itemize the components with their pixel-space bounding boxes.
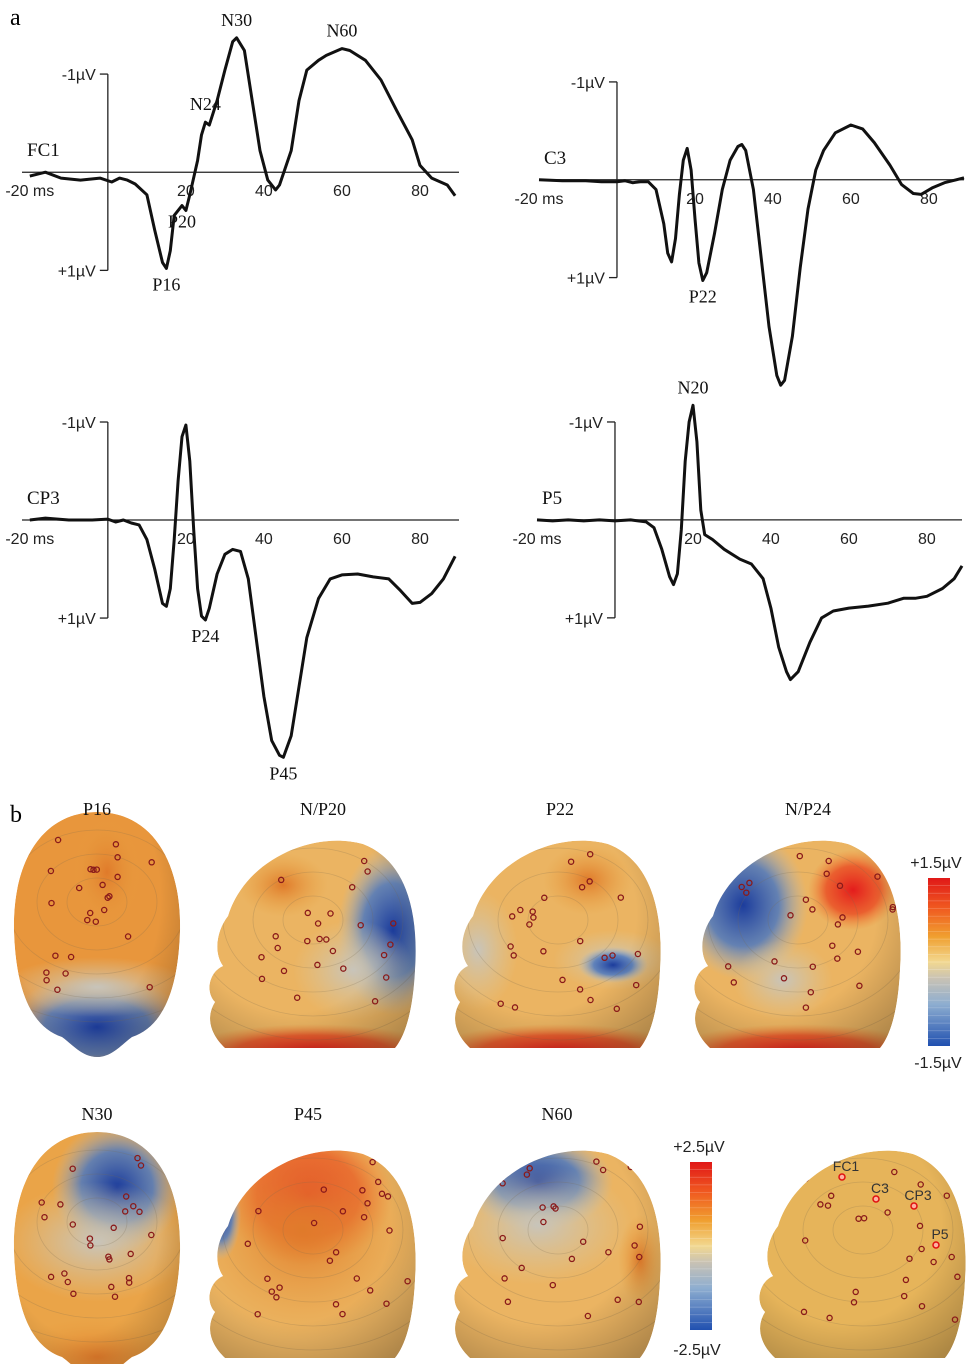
x-tick-label: 40 bbox=[255, 183, 273, 200]
head-shade bbox=[454, 1151, 660, 1358]
x-tick-label: -20 ms bbox=[515, 191, 564, 208]
y-tick-label: -1µV bbox=[62, 67, 96, 84]
channel-label: CP3 bbox=[27, 488, 60, 509]
map-title: P22 bbox=[546, 799, 574, 819]
x-tick-label: 60 bbox=[840, 531, 858, 548]
peak-label: N20 bbox=[677, 377, 708, 397]
y-tick-label: -1µV bbox=[571, 75, 605, 92]
x-tick-label: 20 bbox=[177, 531, 195, 548]
x-tick-label: 80 bbox=[411, 531, 429, 548]
x-tick-label: 60 bbox=[842, 191, 860, 208]
y-tick-label: +1µV bbox=[565, 611, 603, 628]
peak-label: N24 bbox=[190, 94, 221, 114]
panel-label: a bbox=[10, 5, 21, 31]
peak-label: N60 bbox=[326, 21, 357, 41]
x-tick-label: -20 ms bbox=[5, 183, 54, 200]
peak-label: P16 bbox=[152, 274, 180, 294]
x-tick-label: 80 bbox=[411, 183, 429, 200]
head-map bbox=[163, 1110, 463, 1358]
x-tick-label: 40 bbox=[762, 531, 780, 548]
peak-label: N30 bbox=[221, 10, 252, 30]
map-title: N30 bbox=[82, 1104, 113, 1124]
channel-label: FC1 bbox=[27, 140, 60, 161]
head-surface bbox=[713, 1110, 966, 1358]
head-surface bbox=[408, 1110, 708, 1358]
y-tick-label: +1µV bbox=[58, 263, 96, 280]
y-tick-label: +1µV bbox=[567, 271, 605, 288]
x-tick-label: 20 bbox=[684, 531, 702, 548]
peak-label: P22 bbox=[689, 287, 717, 307]
electrode-highlight bbox=[839, 1174, 845, 1180]
electrode-highlight bbox=[933, 1242, 939, 1248]
channel-label: P5 bbox=[542, 488, 562, 509]
head-map bbox=[0, 1102, 247, 1364]
head-map bbox=[163, 800, 463, 1080]
electrode bbox=[649, 870, 654, 875]
electrode-label: CP3 bbox=[904, 1187, 931, 1203]
head-surface bbox=[0, 782, 247, 1077]
peak-label: P24 bbox=[191, 626, 219, 646]
waveform bbox=[30, 425, 455, 757]
head-map bbox=[648, 800, 948, 1080]
electrode bbox=[259, 850, 264, 855]
head-surface bbox=[648, 800, 948, 1080]
head-shade bbox=[14, 812, 180, 1057]
head-map bbox=[0, 782, 247, 1077]
y-tick-label: -1µV bbox=[569, 415, 603, 432]
x-tick-label: 40 bbox=[764, 191, 782, 208]
electrode-label: P5 bbox=[931, 1226, 948, 1242]
electrode-highlight bbox=[911, 1203, 917, 1209]
waveforms: -1µV +1µV -20 ms 20 40 60 80 FC1 P16 P20 N24 N30 N60… bbox=[5, 10, 964, 783]
peak-label: P20 bbox=[168, 212, 196, 232]
electrode bbox=[646, 1159, 651, 1164]
head-surface bbox=[408, 800, 708, 1080]
electrode-highlight bbox=[873, 1196, 879, 1202]
colorbar-max-label: +1.5µV bbox=[910, 855, 962, 872]
electrode bbox=[502, 1172, 507, 1177]
waveform bbox=[537, 405, 962, 679]
x-tick-label: -20 ms bbox=[5, 531, 54, 548]
y-tick-label: -1µV bbox=[62, 415, 96, 432]
waveform-panel: -1µV +1µV -20 ms 20 40 60 80 P5 N20 bbox=[513, 377, 962, 679]
waveform-panel: -1µV +1µV -20 ms 20 40 60 80 CP3 P24 P45 bbox=[5, 415, 459, 783]
head-shade bbox=[209, 841, 415, 1048]
head-surface bbox=[163, 800, 463, 1080]
map-title: N/P24 bbox=[785, 799, 831, 819]
colorbar-min-label: -1.5µV bbox=[914, 1055, 962, 1072]
head-shade bbox=[209, 1151, 415, 1358]
map-title: P16 bbox=[83, 799, 111, 819]
head-surface bbox=[163, 1110, 463, 1358]
electrode-label: C3 bbox=[871, 1180, 889, 1196]
x-tick-label: 40 bbox=[255, 531, 273, 548]
figure: a b -1µV +1µV -20 ms 20 40 60 80 FC1 P16 P20 N24 N3… bbox=[0, 0, 966, 1364]
electrode bbox=[803, 1176, 808, 1181]
waveform bbox=[539, 125, 964, 385]
head-surface bbox=[0, 1102, 247, 1364]
head-shade bbox=[454, 841, 660, 1048]
head-shade bbox=[14, 1132, 180, 1364]
topographies: P16 N/P20 P22 N/P24 N30 P45 N60 FC1 C3 CP3 P5 +1.5µ… bbox=[0, 782, 966, 1364]
head-map bbox=[408, 1110, 708, 1358]
x-tick-label: -20 ms bbox=[513, 531, 562, 548]
head-map bbox=[713, 1110, 966, 1358]
electrode-label: FC1 bbox=[833, 1158, 860, 1174]
x-tick-label: 80 bbox=[918, 531, 936, 548]
electrode bbox=[954, 1158, 959, 1163]
x-tick-label: 60 bbox=[333, 531, 351, 548]
map-title: P45 bbox=[294, 1104, 322, 1124]
head-shade bbox=[694, 841, 900, 1048]
head-map bbox=[408, 800, 708, 1080]
channel-label: C3 bbox=[544, 148, 566, 169]
x-tick-label: 60 bbox=[333, 183, 351, 200]
head-shade bbox=[759, 1151, 965, 1358]
colorbar-min-label: -2.5µV bbox=[673, 1342, 721, 1359]
map-title: N60 bbox=[542, 1104, 573, 1124]
peak-label: P45 bbox=[269, 763, 297, 783]
colorbar-max-label: +2.5µV bbox=[673, 1139, 725, 1156]
y-tick-label: +1µV bbox=[58, 611, 96, 628]
panel-label: b bbox=[10, 802, 22, 828]
map-title: N/P20 bbox=[300, 799, 346, 819]
